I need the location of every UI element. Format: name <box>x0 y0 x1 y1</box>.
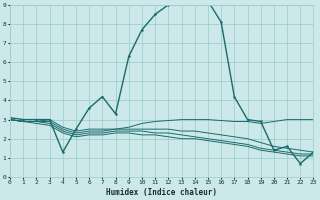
X-axis label: Humidex (Indice chaleur): Humidex (Indice chaleur) <box>106 188 217 197</box>
